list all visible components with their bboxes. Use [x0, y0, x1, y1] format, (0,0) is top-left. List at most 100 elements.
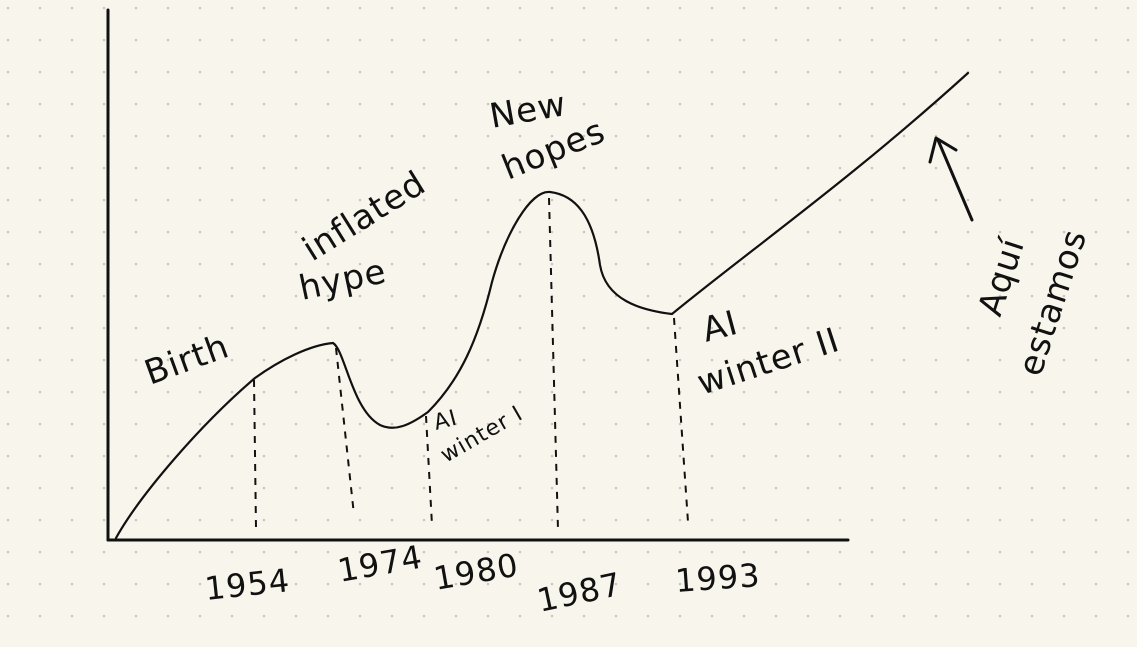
- grid-dot: [6, 294, 10, 298]
- grid-dot: [998, 518, 1002, 522]
- grid-dot: [422, 390, 426, 394]
- grid-dot: [518, 454, 522, 458]
- grid-dot: [454, 294, 458, 298]
- grid-dot: [134, 294, 138, 298]
- grid-dot: [454, 262, 458, 266]
- grid-dot: [1126, 70, 1130, 74]
- grid-dot: [614, 326, 618, 330]
- grid-dot: [326, 134, 330, 138]
- grid-dot: [1030, 134, 1034, 138]
- grid-dot: [518, 166, 522, 170]
- grid-dot: [134, 326, 138, 330]
- grid-dot: [678, 6, 682, 10]
- grid-dot: [550, 38, 554, 42]
- grid-dot: [614, 38, 618, 42]
- grid-dot: [678, 134, 682, 138]
- grid-dot: [262, 454, 266, 458]
- grid-dot: [390, 102, 394, 106]
- label-aqui: Aquí: [971, 233, 1034, 321]
- grid-dot: [710, 262, 714, 266]
- grid-dot: [6, 70, 10, 74]
- hype-curve: [114, 71, 970, 540]
- grid-dot: [422, 262, 426, 266]
- grid-dot: [422, 358, 426, 362]
- grid-dot: [614, 134, 618, 138]
- grid-dot: [806, 518, 810, 522]
- grid-dot: [806, 166, 810, 170]
- grid-dot: [646, 294, 650, 298]
- grid-dot: [742, 6, 746, 10]
- grid-dot: [966, 294, 970, 298]
- grid-dot: [710, 134, 714, 138]
- grid-dot: [454, 134, 458, 138]
- grid-dot: [486, 38, 490, 42]
- grid-dot: [230, 134, 234, 138]
- grid-dot: [486, 614, 490, 618]
- grid-dot: [710, 198, 714, 202]
- grid-dot: [230, 358, 234, 362]
- grid-dot: [934, 454, 938, 458]
- grid-dot: [934, 38, 938, 42]
- grid-dot: [550, 454, 554, 458]
- grid-dot: [134, 550, 138, 554]
- grid-dot: [134, 6, 138, 10]
- grid-dot: [966, 198, 970, 202]
- grid-dot: [294, 198, 298, 202]
- grid-dot: [934, 582, 938, 586]
- grid-dot: [6, 326, 10, 330]
- grid-dot: [518, 390, 522, 394]
- grid-dot: [326, 550, 330, 554]
- grid-dot: [646, 390, 650, 394]
- grid-dot: [166, 390, 170, 394]
- grid-dot: [838, 134, 842, 138]
- grid-dot: [550, 230, 554, 234]
- grid-dot: [998, 550, 1002, 554]
- grid-dot: [1062, 454, 1066, 458]
- grid-dot: [1062, 198, 1066, 202]
- grid-dot: [326, 166, 330, 170]
- grid-dot: [806, 614, 810, 618]
- grid-dot: [38, 550, 42, 554]
- grid-dot: [70, 6, 74, 10]
- grid-dot: [1062, 294, 1066, 298]
- grid-dot: [614, 102, 618, 106]
- grid-dot: [326, 230, 330, 234]
- grid-dot: [806, 390, 810, 394]
- grid-dot: [550, 6, 554, 10]
- grid-dot: [102, 262, 106, 266]
- grid-dot: [582, 70, 586, 74]
- grid-dot: [838, 70, 842, 74]
- grid-dot: [1126, 550, 1130, 554]
- grid-dot: [390, 262, 394, 266]
- grid-dot: [390, 198, 394, 202]
- grid-dot: [230, 582, 234, 586]
- grid-dot: [870, 166, 874, 170]
- grid-dot: [134, 422, 138, 426]
- grid-dot: [262, 294, 266, 298]
- grid-dot: [454, 518, 458, 522]
- grid-dot: [646, 582, 650, 586]
- grid-dot: [230, 390, 234, 394]
- grid-dot: [902, 102, 906, 106]
- grid-dot: [678, 518, 682, 522]
- grid-dot: [710, 358, 714, 362]
- grid-dot: [550, 550, 554, 554]
- grid-dot: [134, 518, 138, 522]
- grid-dot: [422, 422, 426, 426]
- year-dropline-1980: [425, 415, 433, 526]
- grid-dot: [326, 582, 330, 586]
- grid-dot: [870, 134, 874, 138]
- grid-dot: [1094, 38, 1098, 42]
- grid-dot: [70, 486, 74, 490]
- grid-dot: [1126, 582, 1130, 586]
- grid-dot: [422, 38, 426, 42]
- grid-dot: [646, 166, 650, 170]
- grid-dot: [710, 614, 714, 618]
- grid-dot: [262, 166, 266, 170]
- grid-dot: [262, 134, 266, 138]
- grid-dot: [518, 550, 522, 554]
- grid-dot: [6, 454, 10, 458]
- grid-dot: [550, 614, 554, 618]
- grid-dot: [134, 70, 138, 74]
- year-dropline-1987: [548, 197, 559, 531]
